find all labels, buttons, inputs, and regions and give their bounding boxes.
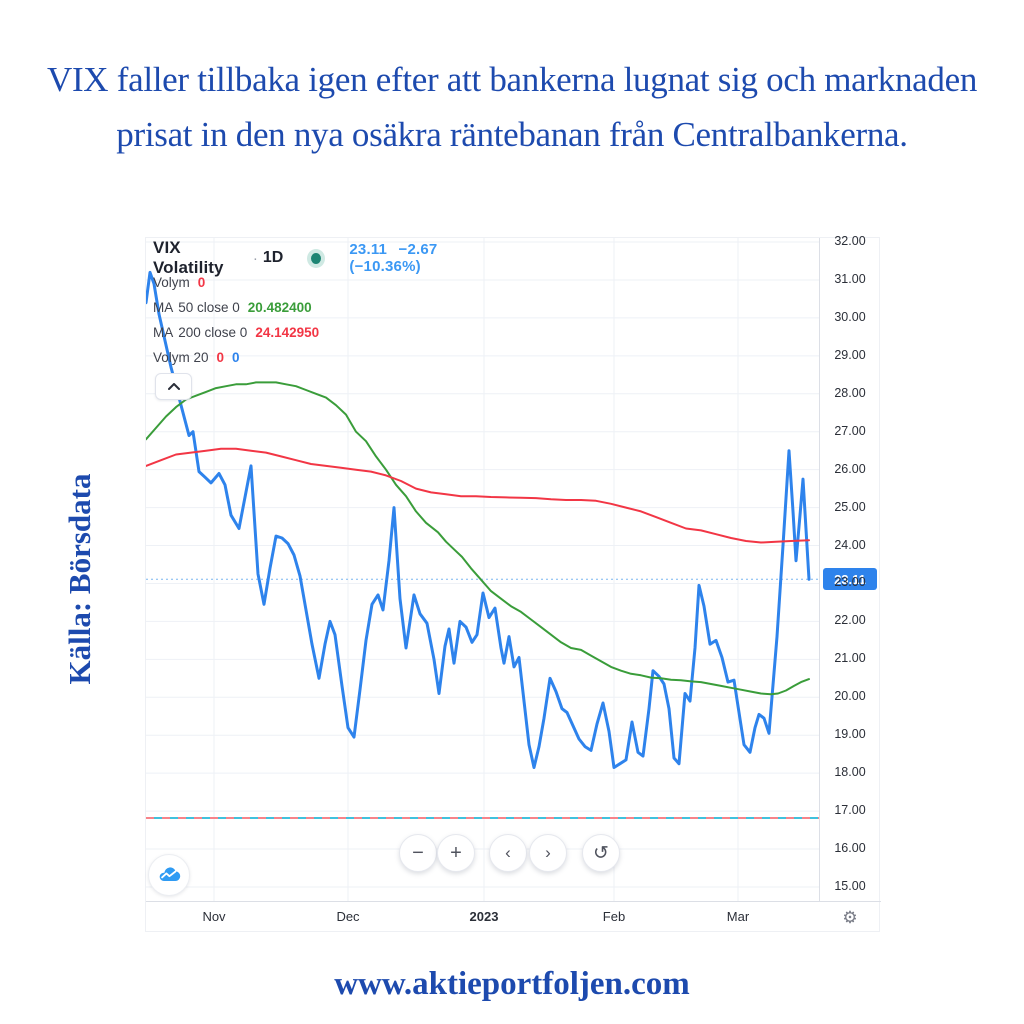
time-axis[interactable]: Nov Dec 2023 Feb Mar (146, 901, 881, 932)
y-axis-label: 24.00 (834, 537, 866, 552)
y-axis-label: 17.00 (834, 803, 866, 818)
x-axis-label: Nov (202, 909, 226, 924)
y-axis-label: 22.00 (834, 613, 866, 628)
y-axis-label: 29.00 (834, 347, 866, 362)
website-url: www.aktieportfoljen.com (334, 966, 690, 1002)
gear-icon[interactable]: ⚙ (842, 908, 858, 927)
reset-view-button[interactable]: ↺ (582, 834, 620, 872)
x-axis-label: Mar (726, 909, 750, 924)
y-axis-label: 19.00 (834, 727, 866, 742)
y-axis-label: 23.00 (834, 575, 866, 590)
y-axis-label: 30.00 (834, 309, 866, 324)
y-axis-label: 32.00 (834, 234, 866, 249)
y-axis-label: 31.00 (834, 271, 866, 286)
scroll-left-button[interactable]: ‹ (489, 834, 527, 872)
y-axis-label: 28.00 (834, 385, 866, 400)
page-title: VIX faller tillbaka igen efter att banke… (46, 60, 978, 154)
zoom-in-button[interactable]: + (437, 834, 475, 872)
legend-collapse-button[interactable] (155, 373, 192, 400)
cloud-chart-logo-icon (159, 867, 181, 881)
source-label: Källa: Börsdata (62, 473, 97, 685)
y-axis-label: 25.00 (834, 499, 866, 514)
y-axis-label: 16.00 (834, 841, 866, 856)
y-axis-label: 26.00 (834, 461, 866, 476)
chevron-up-icon (167, 383, 180, 390)
vix-close-line[interactable] (146, 270, 811, 769)
chart-widget: VIX Volatility · 1D 23.11 −2.67 (−10.36%… (145, 234, 881, 932)
y-axis-label: 18.00 (834, 765, 866, 780)
tradingview-logo-button[interactable] (148, 854, 190, 896)
scroll-right-button[interactable]: › (529, 834, 567, 872)
x-axis-label: Feb (602, 909, 626, 924)
zoom-out-button[interactable]: − (399, 834, 437, 872)
x-axis-label: Dec (336, 909, 360, 924)
ma-200-close-line[interactable] (146, 447, 810, 544)
x-axis-label: 2023 (469, 909, 499, 924)
price-axis[interactable]: 23.11 32.00 31.00 30.00 29.00 28.00 27.00 26.0… (819, 234, 880, 901)
ma-50-close-line[interactable] (146, 381, 810, 696)
y-axis-label: 15.00 (834, 879, 866, 893)
chart-plot[interactable] (146, 238, 819, 901)
y-axis-label: 27.00 (834, 423, 866, 438)
y-axis-label: 20.00 (834, 689, 866, 704)
y-axis-label: 21.00 (834, 651, 866, 666)
chart-canvas[interactable] (146, 238, 819, 901)
last-price-label: 23.11 (823, 568, 877, 591)
